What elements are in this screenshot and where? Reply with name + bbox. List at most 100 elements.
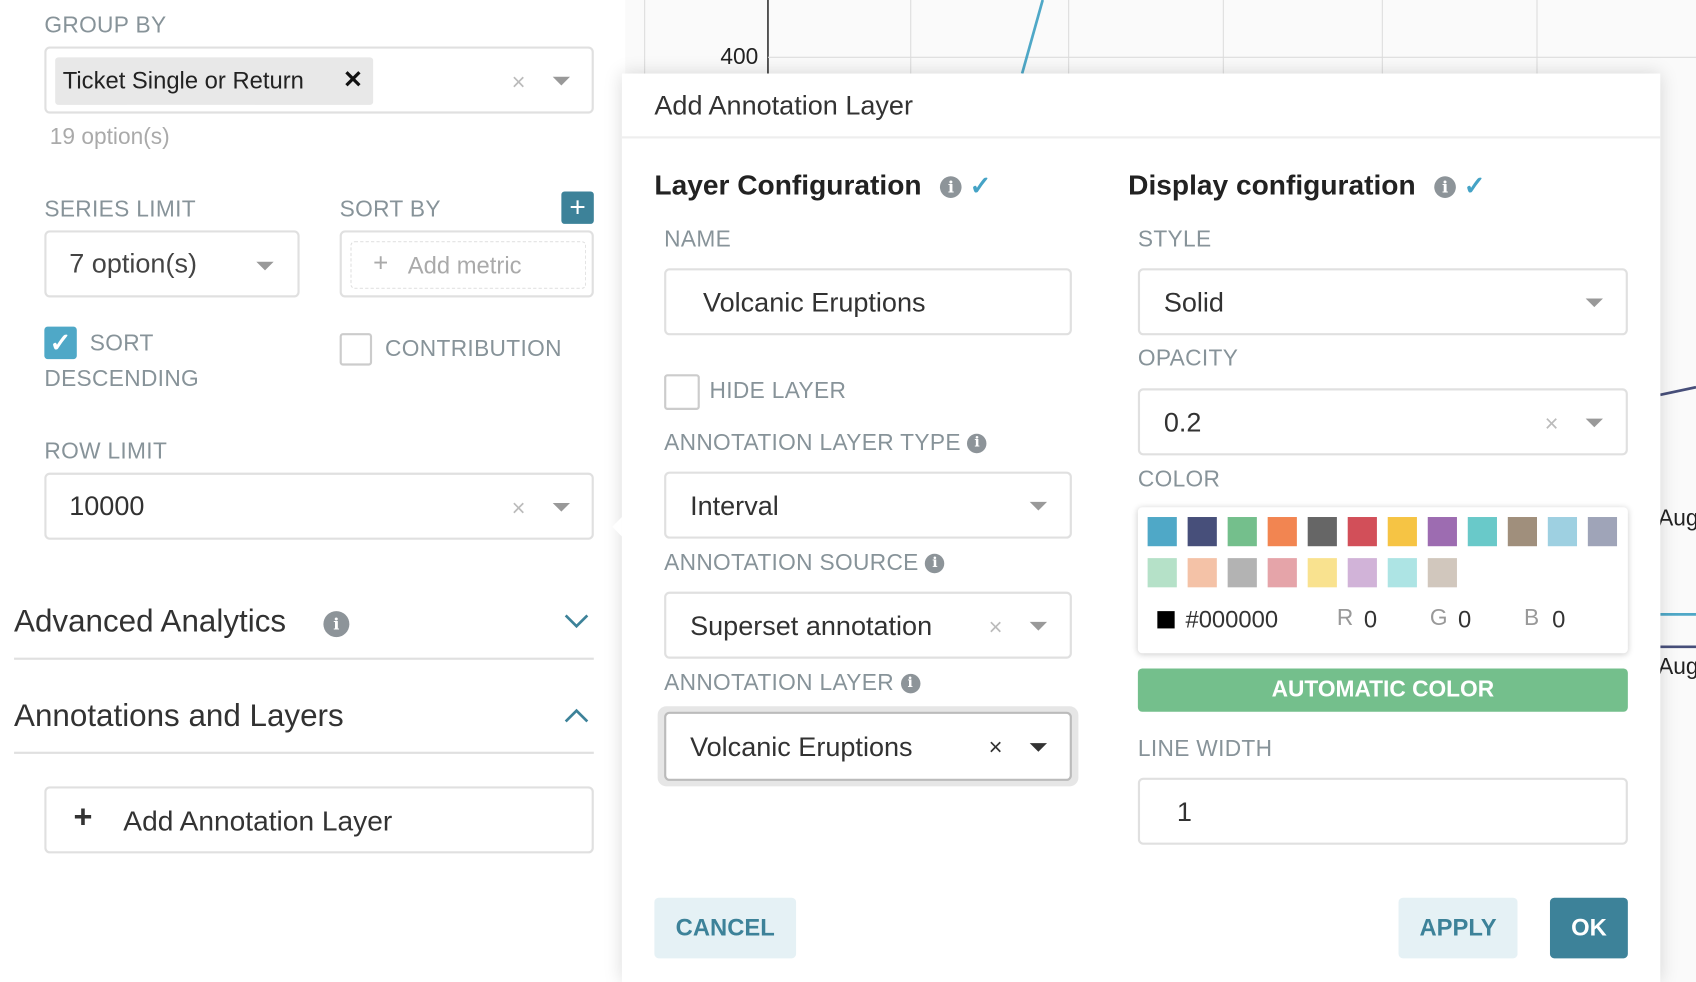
color-picker: #000000 R 0 G 0 B 0 [1137, 507, 1628, 654]
g-input[interactable]: 0 [1458, 605, 1472, 633]
info-icon[interactable]: i [940, 176, 962, 199]
contribution-label: CONTRIBUTION [385, 336, 562, 362]
add-annotation-layer-button[interactable]: + Add Annotation Layer [44, 786, 594, 854]
annotation-source-label: ANNOTATION SOURCE i [664, 551, 945, 577]
annotation-layer-select[interactable]: Volcanic Eruptions × [664, 711, 1072, 781]
info-icon[interactable]: i [925, 554, 945, 574]
chevron-down-icon[interactable] [552, 76, 571, 86]
info-icon[interactable]: i [900, 674, 921, 694]
name-input[interactable]: Volcanic Eruptions [664, 268, 1072, 336]
section-title: Advanced Analytics [14, 604, 287, 640]
chevron-down-icon [1029, 501, 1048, 511]
color-swatch[interactable] [1307, 517, 1337, 547]
sort-descending-checkbox[interactable]: ✓ [44, 326, 77, 360]
color-swatch[interactable] [1187, 558, 1217, 588]
chevron-down-icon[interactable] [564, 612, 590, 629]
color-swatch[interactable] [1467, 517, 1497, 547]
name-value: Volcanic Eruptions [703, 287, 926, 318]
type-value: Interval [690, 491, 779, 522]
chevron-down-icon[interactable] [1029, 621, 1048, 631]
series-limit-select[interactable]: 7 option(s) [44, 230, 300, 298]
tag-label: Ticket Single or Return [62, 67, 304, 95]
group-by-select[interactable]: Ticket Single or Return ✕ × [44, 46, 594, 114]
info-icon[interactable]: i [967, 434, 987, 454]
chevron-down-icon[interactable] [1585, 418, 1603, 428]
chevron-down-icon[interactable] [1029, 743, 1048, 752]
chevron-up-icon[interactable] [564, 707, 590, 724]
color-swatch[interactable] [1147, 517, 1177, 547]
popover-header: Add Annotation Layer [621, 74, 1661, 139]
color-swatch[interactable] [1227, 558, 1257, 588]
color-swatch[interactable] [1347, 558, 1377, 588]
hex-input[interactable]: #000000 [1185, 605, 1279, 633]
popover-title: Add Annotation Layer [654, 90, 913, 122]
hide-layer-checkbox[interactable] [664, 374, 700, 410]
color-swatch[interactable] [1387, 558, 1417, 588]
current-color-swatch [1157, 611, 1175, 629]
color-swatch[interactable] [1227, 517, 1257, 547]
style-select[interactable]: Solid [1137, 268, 1628, 336]
info-icon[interactable]: i [323, 611, 350, 638]
button-label: APPLY [1419, 913, 1497, 942]
contribution-checkbox[interactable] [339, 333, 373, 366]
color-swatch[interactable] [1587, 517, 1618, 547]
r-input[interactable]: 0 [1363, 605, 1378, 633]
layer-value: Volcanic Eruptions [690, 732, 913, 763]
line-width-input[interactable]: 1 [1137, 777, 1628, 845]
color-swatch[interactable] [1427, 517, 1457, 547]
sort-by-label: SORT BY [339, 196, 441, 222]
x-tick-label: Aug [1658, 506, 1696, 532]
r-label: R [1336, 605, 1354, 631]
color-swatch[interactable] [1507, 517, 1537, 547]
add-sort-button[interactable]: + [561, 191, 594, 224]
info-icon[interactable]: i [1434, 176, 1456, 199]
clear-icon[interactable]: × [988, 613, 1003, 641]
annotation-source-select[interactable]: Superset annotation × [664, 591, 1072, 659]
chevron-down-icon [1585, 298, 1603, 308]
color-swatch[interactable] [1347, 517, 1377, 547]
opacity-label: OPACITY [1137, 346, 1239, 371]
color-swatch[interactable] [1547, 517, 1578, 547]
color-swatch[interactable] [1307, 558, 1337, 588]
clear-icon[interactable]: × [511, 494, 526, 522]
add-metric-button[interactable]: + Add metric [350, 241, 587, 289]
opacity-select[interactable]: 0.2 × [1137, 388, 1628, 456]
clear-icon[interactable]: × [511, 68, 526, 96]
series-limit-value: 7 option(s) [69, 248, 197, 280]
color-swatch[interactable] [1387, 517, 1417, 547]
group-by-tag: Ticket Single or Return ✕ [55, 57, 374, 105]
row-limit-select[interactable]: 10000 × [44, 472, 594, 540]
tag-remove-icon[interactable]: ✕ [342, 65, 363, 94]
heading-text: Layer Configuration [654, 168, 922, 202]
line-width-value: 1 [1176, 797, 1192, 828]
apply-button[interactable]: APPLY [1398, 897, 1518, 959]
color-swatch[interactable] [1427, 558, 1457, 588]
automatic-color-button[interactable]: AUTOMATIC COLOR [1137, 668, 1628, 712]
options-count: 19 option(s) [49, 124, 170, 150]
name-label: NAME [664, 227, 732, 253]
color-swatch[interactable] [1267, 517, 1297, 547]
group-by-label: GROUP BY [44, 12, 167, 38]
clear-icon[interactable]: × [1544, 409, 1559, 437]
color-swatch[interactable] [1267, 558, 1297, 588]
section-title: Annotations and Layers [14, 698, 344, 734]
advanced-analytics-section[interactable]: Advanced Analytics i [14, 597, 594, 660]
row-limit-value: 10000 [69, 491, 145, 522]
clear-icon[interactable]: × [988, 733, 1003, 761]
cancel-button[interactable]: CANCEL [654, 897, 797, 959]
b-input[interactable]: 0 [1552, 605, 1566, 633]
source-value: Superset annotation [690, 611, 933, 642]
y-tick-label: 400 [720, 44, 759, 70]
color-swatch[interactable] [1187, 517, 1217, 547]
color-swatch[interactable] [1147, 558, 1177, 588]
annotations-layers-section[interactable]: Annotations and Layers [14, 692, 594, 754]
style-value: Solid [1163, 287, 1224, 318]
annotation-layer-type-select[interactable]: Interval [664, 471, 1072, 539]
annotation-layer-label: ANNOTATION LAYER i [664, 671, 921, 697]
button-label: Add Annotation Layer [123, 804, 393, 838]
ok-button[interactable]: OK [1549, 897, 1628, 959]
plus-icon: + [373, 248, 389, 278]
layer-config-heading: Layer Configuration i ✓ [654, 169, 991, 203]
label-text: ANNOTATION LAYER TYPE [664, 430, 961, 456]
chevron-down-icon[interactable] [552, 502, 571, 512]
